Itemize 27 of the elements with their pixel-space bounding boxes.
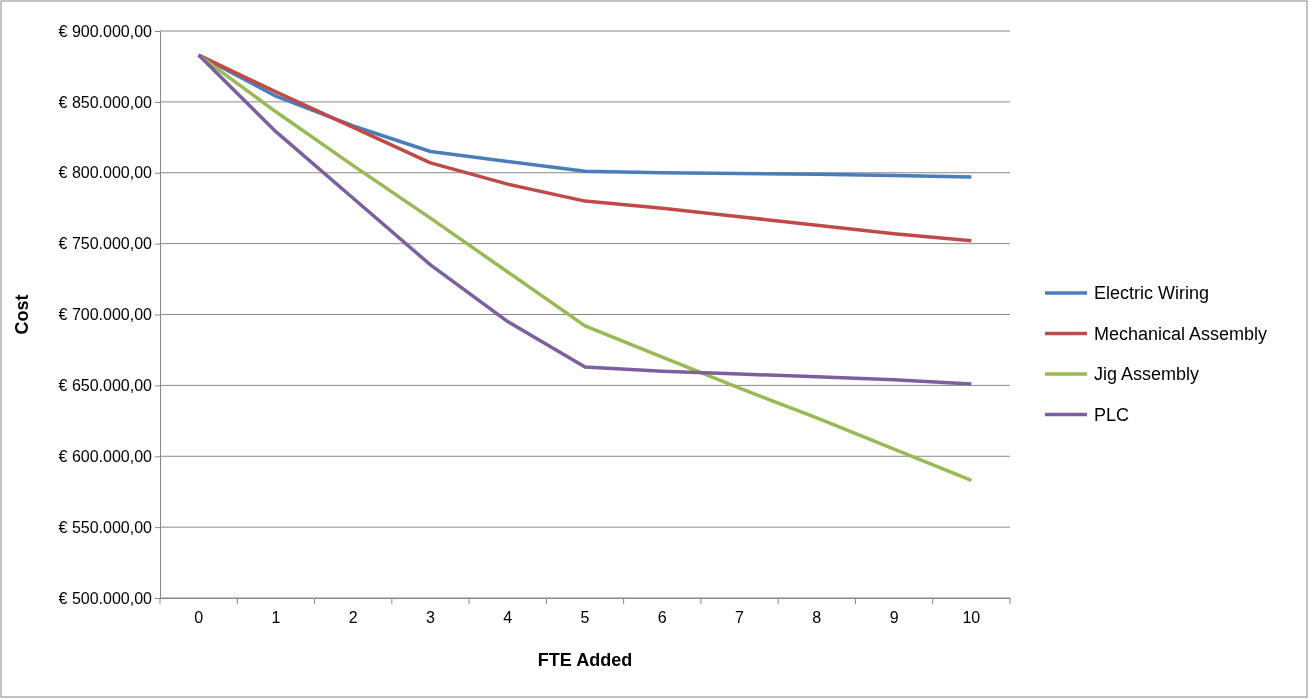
x-tick-label: 2 [348,609,358,627]
y-tick-label: € 750.000,00 [58,235,153,253]
y-axis-title: Cost [12,294,32,335]
legend-label: Jig Assembly [1094,364,1200,384]
y-tick-label: € 900.000,00 [58,22,153,40]
y-tick-label: € 500.000,00 [58,589,153,607]
y-tick-label: € 550.000,00 [58,518,153,536]
x-tick-label: 5 [580,609,590,627]
line-series [196,53,974,386]
legend-label: PLC [1094,404,1130,425]
x-tick-label: 4 [503,609,513,627]
x-tick-label: 6 [657,609,667,627]
x-axis-title: FTE Added [537,650,633,670]
x-tick-label: 1 [271,609,281,627]
x-tick-label: 9 [889,609,899,627]
y-tick-label: € 800.000,00 [58,164,153,182]
y-tick-label: € 700.000,00 [58,306,153,324]
x-tick-label: 0 [194,609,204,627]
x-tick-label: 7 [735,609,745,627]
y-tick-label: € 850.000,00 [58,93,153,111]
y-tick-label: € 650.000,00 [58,376,153,394]
legend-label: Mechanical Assembly [1094,323,1268,344]
x-tick-label: 8 [812,609,822,627]
x-tick-label: 3 [426,609,435,627]
y-tick-label: € 600.000,00 [58,447,153,465]
x-tick-label: 10 [962,609,981,627]
legend-label: Electric Wiring [1094,283,1210,303]
